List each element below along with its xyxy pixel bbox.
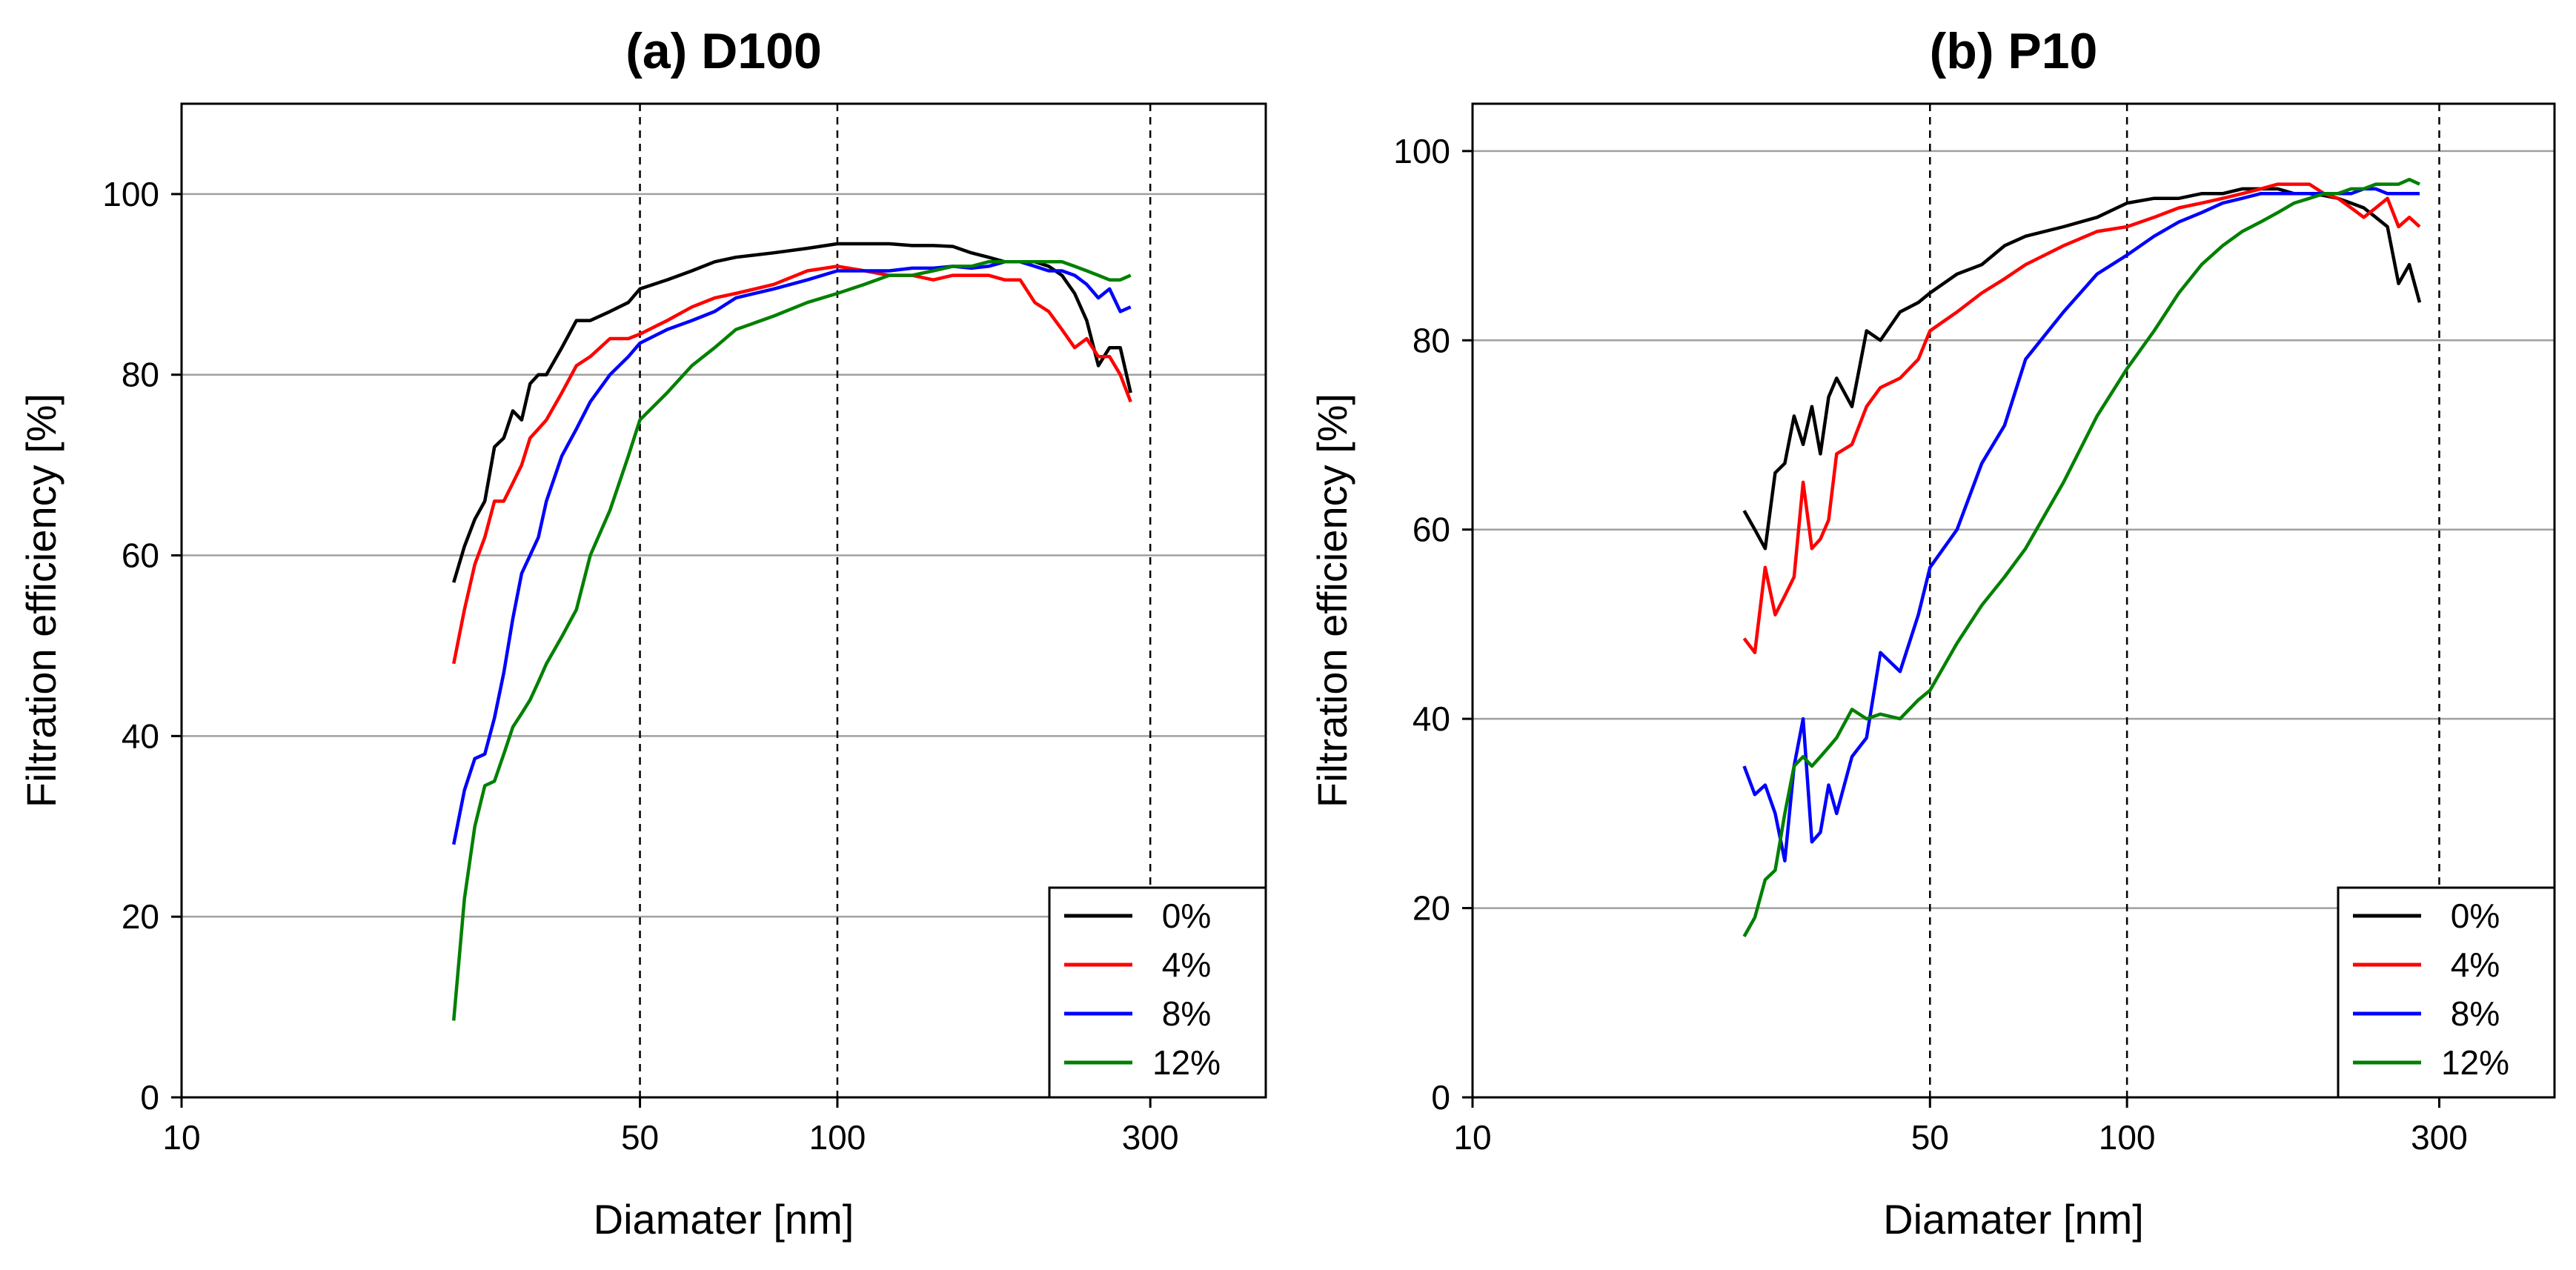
chart-b-p10: 0 20 40 60 80 100 10 50 100 300 (b) P10 Diamater [n… — [1309, 23, 2556, 1243]
chart-a-y-tick-label-1: 20 — [122, 897, 159, 936]
chart-a-legend-box — [1048, 886, 1267, 1099]
chart-b-series-line-2 — [1742, 187, 2420, 862]
chart-a-y-tick-label-4: 80 — [122, 356, 159, 394]
chart-b-title: (b) P10 — [1930, 23, 2098, 79]
chart-a-series-line-0 — [452, 242, 1132, 583]
chart-a-series-line-1 — [451, 265, 1132, 665]
chart-a-series-line-2 — [451, 260, 1132, 845]
chart-b-x-tick-label-3: 300 — [2411, 1118, 2468, 1157]
chart-a-x-tick-label-1: 50 — [621, 1118, 659, 1157]
chart-b-y-tick-label-4: 80 — [1413, 321, 1450, 359]
chart-b-plot-frame — [1471, 102, 2556, 1099]
chart-b-y-tick-label-5: 100 — [1393, 132, 1450, 170]
chart-b-y-axis-label: Filtration efficiency [%] — [1309, 393, 1355, 808]
chart-b-series-line-0 — [1742, 187, 2422, 551]
chart-a-y-tick-label-3: 60 — [122, 536, 159, 575]
chart-b-y-tick-label-1: 20 — [1413, 889, 1450, 928]
chart-b-legend-label-1: 4% — [2451, 945, 2500, 984]
chart-a-x-axis-label: Diamater [nm] — [594, 1196, 854, 1243]
chart-b-legend-label-3: 12% — [2441, 1043, 2509, 1082]
chart-a-x-tick-label-0: 10 — [162, 1118, 200, 1157]
chart-b-y-tick-label-0: 0 — [1431, 1078, 1450, 1117]
chart-b-x-tick-label-0: 10 — [1453, 1118, 1491, 1157]
chart-b-x-tick-label-2: 100 — [2099, 1118, 2156, 1157]
chart-a-y-tick-label-5: 100 — [102, 175, 159, 213]
chart-a-legend-label-0: 0% — [1162, 897, 1211, 935]
chart-b-x-axis-label: Diamater [nm] — [1883, 1196, 2144, 1243]
chart-b-legend: 0% 4% 8% 12% — [2337, 886, 2556, 1099]
chart-b-series-line-1 — [1742, 182, 2421, 654]
chart-a-x-tick-label-2: 100 — [809, 1118, 866, 1157]
chart-a-legend: 0% 4% 8% 12% — [1048, 886, 1267, 1099]
chart-b-x-tick-label-1: 50 — [1911, 1118, 1949, 1157]
chart-a-y-axis-label: Filtration efficiency [%] — [18, 393, 64, 808]
chart-b-y-tick-label-3: 60 — [1413, 511, 1450, 549]
chart-a-series-line-3 — [451, 260, 1132, 1021]
chart-a-legend-label-2: 8% — [1162, 994, 1211, 1033]
chart-b-legend-label-2: 8% — [2451, 994, 2500, 1033]
chart-b-y-tick-label-2: 40 — [1413, 699, 1450, 738]
chart-a-title: (a) D100 — [625, 23, 822, 79]
chart-a-d100: 0 20 40 60 80 100 10 50 100 300 (a) D100 Diamater [… — [18, 23, 1267, 1243]
chart-a-plot-frame — [180, 102, 1267, 1099]
chart-a-y-tick-label-2: 40 — [122, 717, 159, 755]
chart-a-legend-label-3: 12% — [1152, 1043, 1221, 1082]
chart-a-legend-label-1: 4% — [1162, 945, 1211, 984]
chart-b-legend-label-0: 0% — [2451, 897, 2500, 935]
chart-b-series-line-3 — [1742, 177, 2420, 938]
chart-a-y-tick-label-0: 0 — [140, 1078, 159, 1117]
chart-a-x-tick-label-3: 300 — [1122, 1118, 1179, 1157]
